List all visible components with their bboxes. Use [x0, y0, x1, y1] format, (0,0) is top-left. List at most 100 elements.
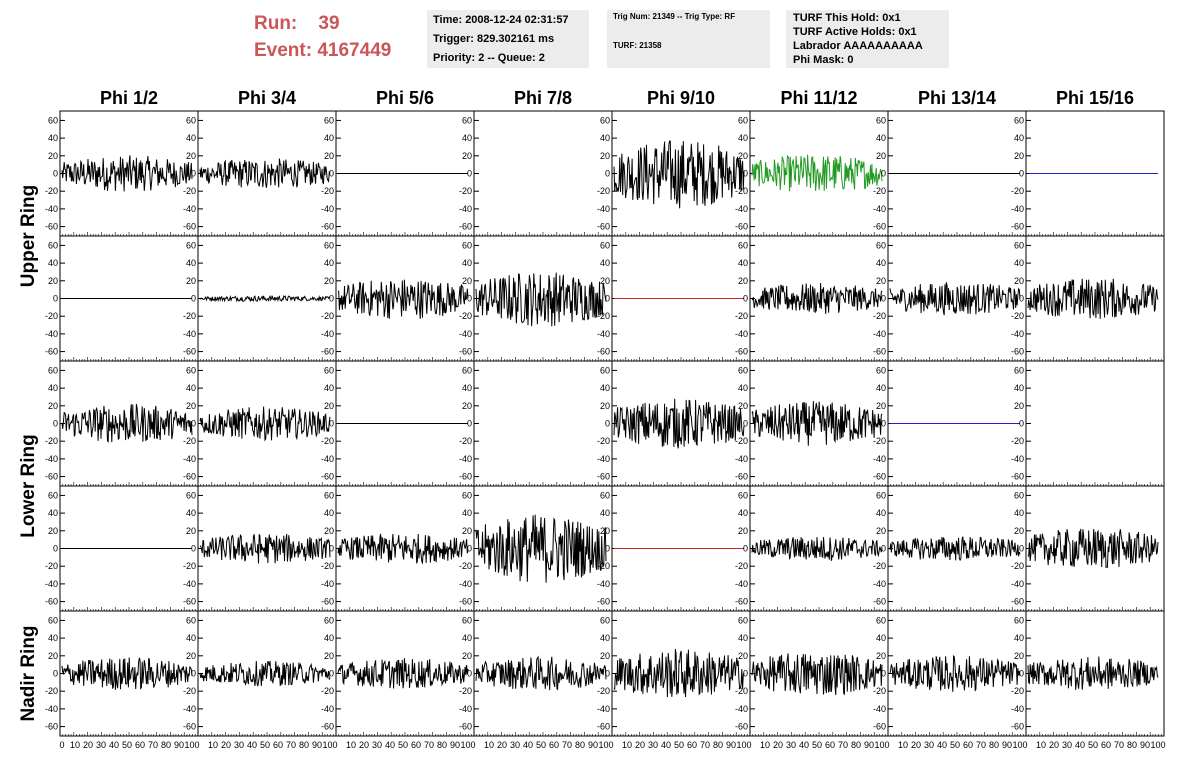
y-tick-label: 20 [738, 651, 748, 661]
y-tick-label: 40 [324, 258, 334, 268]
y-tick-label: -60 [735, 722, 748, 732]
event-label: Event: [254, 40, 313, 61]
y-tick-label: 0 [1019, 544, 1024, 554]
y-tick-label: 20 [876, 276, 886, 286]
y-tick-label: -20 [321, 186, 334, 196]
y-tick-label: 60 [600, 115, 610, 125]
y-tick-label: -20 [45, 561, 58, 571]
y-tick-label: 40 [462, 633, 472, 643]
y-tick-label: -60 [183, 347, 196, 357]
y-tick-label: -20 [459, 561, 472, 571]
x-tick-label: 50 [536, 740, 546, 750]
y-tick-label: -20 [597, 186, 610, 196]
x-tick-label: 50 [122, 740, 132, 750]
waveform-trace [751, 537, 883, 561]
y-tick-label: 60 [462, 490, 472, 500]
y-tick-label: 0 [881, 669, 886, 679]
x-tick-label: 10 [208, 740, 218, 750]
run-row: Run: 39 [254, 10, 391, 37]
y-tick-label: 60 [876, 365, 886, 375]
y-tick-label: 40 [462, 508, 472, 518]
y-tick-label: 20 [186, 151, 196, 161]
x-tick-label: 40 [385, 740, 395, 750]
x-tick-label: 50 [398, 740, 408, 750]
y-tick-label: -60 [459, 347, 472, 357]
x-tick-label: 60 [549, 740, 559, 750]
y-tick-label: -40 [873, 204, 886, 214]
y-tick-label: 40 [738, 258, 748, 268]
waveform-trace [475, 272, 607, 327]
x-tick-label: 40 [109, 740, 119, 750]
y-tick-label: -40 [459, 454, 472, 464]
y-tick-label: 40 [186, 258, 196, 268]
y-tick-label: 60 [462, 365, 472, 375]
x-tick-label: 30 [96, 740, 106, 750]
x-tick-label: 100 [874, 740, 889, 750]
x-tick-label: 100 [1012, 740, 1027, 750]
turf-active-holds-line: TURF Active Holds: 0x1 [793, 26, 917, 38]
x-tick-label: 80 [299, 740, 309, 750]
y-tick-label: -60 [45, 472, 58, 482]
y-tick-label: -40 [183, 704, 196, 714]
y-tick-label: 0 [329, 169, 334, 179]
y-tick-label: 0 [743, 294, 748, 304]
y-tick-label: 20 [324, 276, 334, 286]
y-tick-label: 40 [600, 133, 610, 143]
y-tick-label: 0 [329, 669, 334, 679]
waveform-trace [751, 653, 883, 696]
y-tick-label: 20 [324, 151, 334, 161]
column-title: Phi 13/14 [918, 88, 996, 108]
y-tick-label: -60 [1011, 597, 1024, 607]
y-tick-label: 60 [186, 615, 196, 625]
y-tick-label: -40 [597, 579, 610, 589]
y-tick-label: 0 [743, 419, 748, 429]
x-tick-label: 70 [562, 740, 572, 750]
y-tick-label: 60 [1014, 365, 1024, 375]
waveform-trace [61, 403, 193, 443]
x-tick-label: 100 [322, 740, 337, 750]
y-tick-label: 20 [600, 151, 610, 161]
y-tick-label: 0 [743, 169, 748, 179]
y-tick-label: -60 [873, 222, 886, 232]
y-tick-label: 60 [186, 115, 196, 125]
y-tick-label: 0 [881, 169, 886, 179]
y-tick-label: 0 [605, 419, 610, 429]
y-tick-label: -20 [1011, 186, 1024, 196]
y-tick-label: 60 [876, 115, 886, 125]
x-tick-label: 70 [976, 740, 986, 750]
y-tick-label: -20 [45, 686, 58, 696]
y-tick-label: 20 [48, 151, 58, 161]
y-tick-label: 20 [600, 651, 610, 661]
x-tick-label: 10 [1036, 740, 1046, 750]
y-tick-label: 0 [467, 544, 472, 554]
y-tick-label: 60 [324, 115, 334, 125]
x-tick-label: 40 [937, 740, 947, 750]
waveform-trace [61, 657, 193, 690]
y-tick-label: 0 [1019, 419, 1024, 429]
y-tick-label: -20 [45, 436, 58, 446]
turf-this-hold-line: TURF This Hold: 0x1 [793, 12, 901, 24]
y-tick-label: -20 [183, 561, 196, 571]
y-tick-label: -40 [459, 329, 472, 339]
y-tick-label: 40 [324, 133, 334, 143]
ring-title: Upper Ring [18, 185, 39, 287]
y-tick-label: 20 [1014, 651, 1024, 661]
y-tick-label: -40 [183, 454, 196, 464]
y-tick-label: 60 [324, 615, 334, 625]
y-tick-label: 20 [48, 401, 58, 411]
y-tick-label: 20 [324, 651, 334, 661]
y-tick-label: 20 [48, 651, 58, 661]
y-tick-label: -40 [1011, 704, 1024, 714]
y-tick-label: 60 [1014, 615, 1024, 625]
x-tick-label: 50 [674, 740, 684, 750]
y-tick-label: 20 [1014, 526, 1024, 536]
y-tick-label: -40 [459, 704, 472, 714]
y-tick-label: 0 [191, 669, 196, 679]
y-tick-label: -60 [597, 722, 610, 732]
y-tick-label: -60 [321, 722, 334, 732]
y-tick-label: 0 [881, 294, 886, 304]
y-tick-label: -60 [321, 347, 334, 357]
y-tick-label: 60 [600, 365, 610, 375]
y-tick-label: 20 [48, 276, 58, 286]
